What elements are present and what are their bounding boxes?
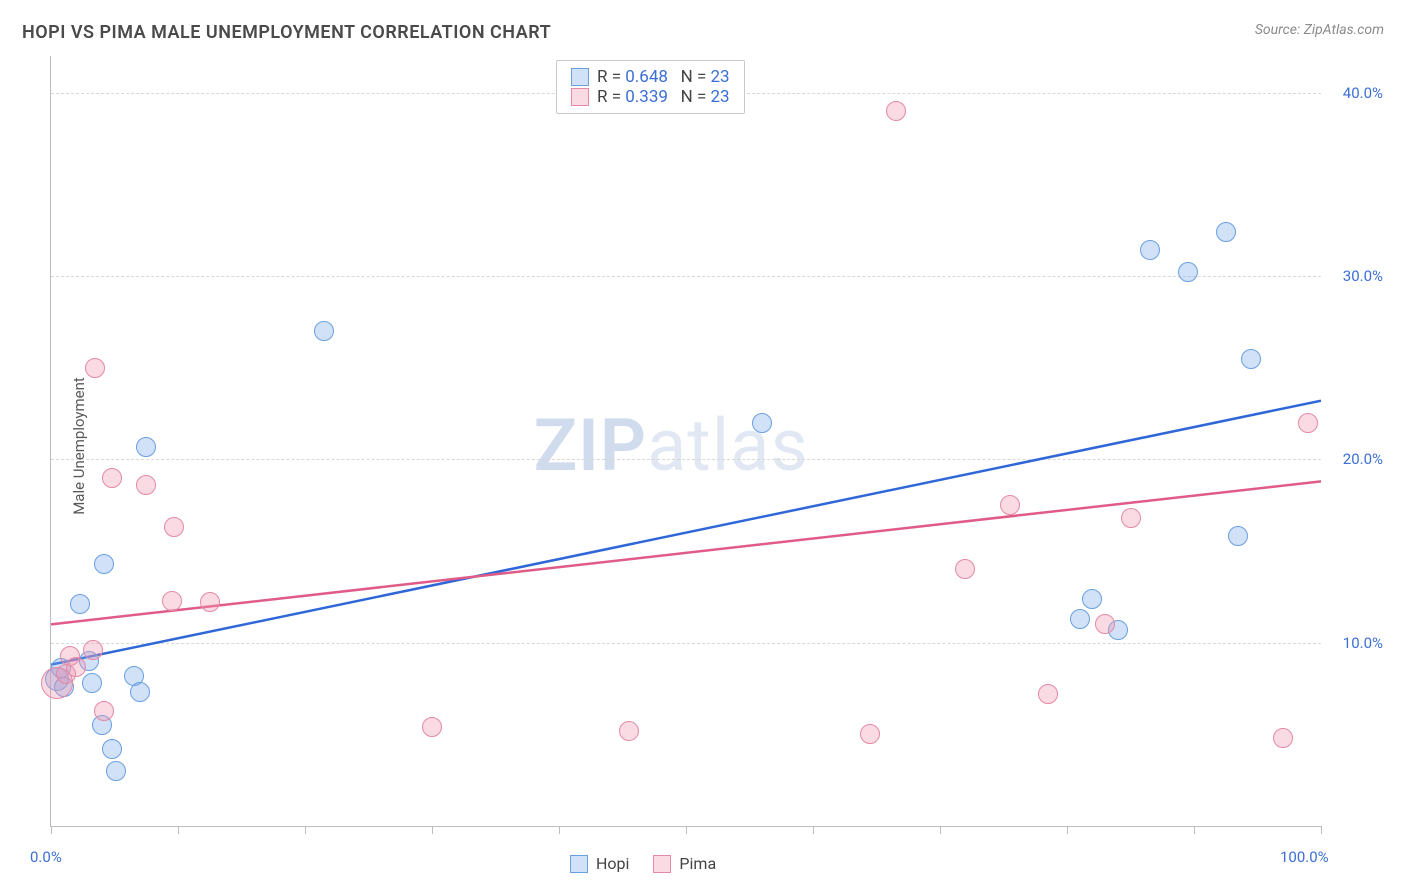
x-axis-min-label: 0.0% xyxy=(30,848,62,866)
data-point xyxy=(1121,508,1141,528)
data-point xyxy=(94,701,114,721)
series-legend: Hopi Pima xyxy=(570,854,716,873)
x-tick xyxy=(813,826,814,834)
data-point xyxy=(136,475,156,495)
data-point xyxy=(1038,684,1058,704)
series-legend-item: Pima xyxy=(653,854,716,873)
data-point xyxy=(200,592,220,612)
legend-swatch xyxy=(571,68,589,86)
data-point xyxy=(1298,413,1318,433)
stats-text: R = 0.339 N = 23 xyxy=(597,87,730,107)
x-tick xyxy=(432,826,433,834)
x-tick xyxy=(686,826,687,834)
watermark-zip: ZIP xyxy=(534,403,647,488)
stats-legend: R = 0.648 N = 23R = 0.339 N = 23 xyxy=(556,60,745,114)
series-name: Pima xyxy=(679,854,716,873)
y-tick-label: 40.0% xyxy=(1343,84,1383,102)
data-point xyxy=(85,358,105,378)
data-point xyxy=(82,673,102,693)
data-point xyxy=(130,682,150,702)
data-point xyxy=(162,591,182,611)
trend-lines xyxy=(51,56,1321,826)
data-point xyxy=(106,761,126,781)
gridline xyxy=(51,459,1321,460)
data-point xyxy=(955,559,975,579)
data-point xyxy=(1273,728,1293,748)
data-point xyxy=(94,554,114,574)
data-point xyxy=(1216,222,1236,242)
y-tick-label: 30.0% xyxy=(1343,267,1383,285)
x-tick xyxy=(559,826,560,834)
stats-legend-row: R = 0.648 N = 23 xyxy=(571,67,730,87)
data-point xyxy=(1070,609,1090,629)
watermark-atlas: atlas xyxy=(647,403,809,488)
x-tick xyxy=(178,826,179,834)
source-label: Source: ZipAtlas.com xyxy=(1255,22,1384,38)
data-point xyxy=(136,437,156,457)
y-tick-label: 10.0% xyxy=(1343,634,1383,652)
x-tick xyxy=(1067,826,1068,834)
data-point xyxy=(1095,614,1115,634)
data-point xyxy=(102,468,122,488)
x-tick xyxy=(940,826,941,834)
data-point xyxy=(66,657,86,677)
gridline xyxy=(51,276,1321,277)
data-point xyxy=(752,413,772,433)
data-point xyxy=(102,739,122,759)
plot-area: ZIPatlas 10.0%20.0%30.0%40.0% xyxy=(50,56,1321,827)
data-point xyxy=(314,321,334,341)
data-point xyxy=(70,594,90,614)
stats-legend-row: R = 0.339 N = 23 xyxy=(571,87,730,107)
x-tick xyxy=(1194,826,1195,834)
data-point xyxy=(1228,526,1248,546)
data-point xyxy=(1000,495,1020,515)
data-point xyxy=(860,724,880,744)
legend-swatch xyxy=(570,855,588,873)
x-tick xyxy=(1321,826,1322,834)
chart-title: HOPI VS PIMA MALE UNEMPLOYMENT CORRELATI… xyxy=(22,22,551,43)
stats-text: R = 0.648 N = 23 xyxy=(597,67,730,87)
series-legend-item: Hopi xyxy=(570,854,629,873)
data-point xyxy=(83,640,103,660)
data-point xyxy=(422,717,442,737)
legend-swatch xyxy=(571,88,589,106)
data-point xyxy=(619,721,639,741)
data-point xyxy=(1140,240,1160,260)
x-axis-max-label: 100.0% xyxy=(1280,848,1329,866)
data-point xyxy=(1241,349,1261,369)
x-tick xyxy=(51,826,52,834)
data-point xyxy=(886,101,906,121)
data-point xyxy=(164,517,184,537)
data-point xyxy=(1178,262,1198,282)
data-point xyxy=(1082,589,1102,609)
gridline xyxy=(51,643,1321,644)
series-name: Hopi xyxy=(596,854,629,873)
y-tick-label: 20.0% xyxy=(1343,450,1383,468)
chart-container: HOPI VS PIMA MALE UNEMPLOYMENT CORRELATI… xyxy=(0,0,1406,892)
legend-swatch xyxy=(653,855,671,873)
x-tick xyxy=(305,826,306,834)
